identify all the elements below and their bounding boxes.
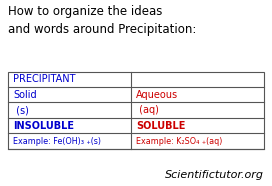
- Text: INSOLUBLE: INSOLUBLE: [13, 121, 74, 131]
- Text: Example: K₂SO₄ ₊(aq): Example: K₂SO₄ ₊(aq): [136, 137, 222, 146]
- Text: (aq): (aq): [136, 105, 159, 115]
- Text: SOLUBLE: SOLUBLE: [136, 121, 185, 131]
- Text: Solid: Solid: [13, 90, 37, 100]
- Text: PRECIPITANT: PRECIPITANT: [13, 74, 76, 84]
- Text: (s): (s): [13, 105, 29, 115]
- Bar: [8, 72, 264, 149]
- Text: Example: Fe(OH)₃ ₊(s): Example: Fe(OH)₃ ₊(s): [13, 137, 101, 146]
- Text: Aqueous: Aqueous: [136, 90, 178, 100]
- Text: How to organize the ideas: How to organize the ideas: [8, 5, 163, 18]
- Text: Scientifictutor.org: Scientifictutor.org: [165, 170, 264, 180]
- Text: and words around Precipitation:: and words around Precipitation:: [8, 23, 197, 36]
